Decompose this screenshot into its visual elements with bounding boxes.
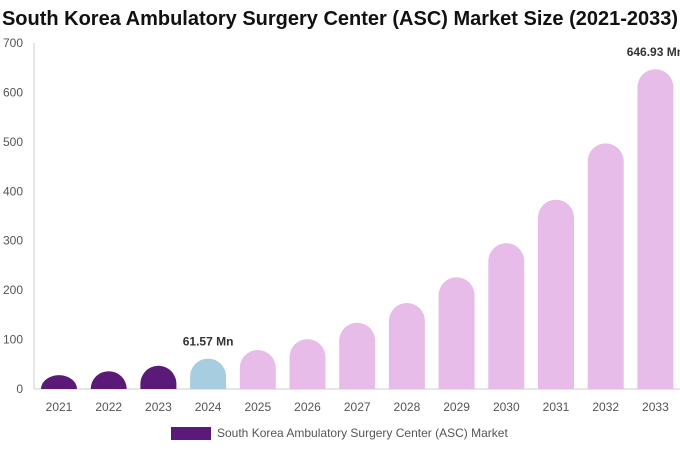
bar-2027 — [339, 322, 376, 389]
legend-label: South Korea Ambulatory Surgery Center (A… — [217, 426, 508, 440]
y-tick-label: 100 — [3, 333, 23, 347]
y-tick-label: 600 — [3, 85, 23, 99]
y-tick-label: 400 — [3, 184, 23, 198]
x-tick-label: 2028 — [394, 400, 421, 414]
bar-2023 — [140, 365, 177, 389]
y-tick-label: 500 — [3, 135, 23, 149]
bar-2031 — [538, 199, 574, 389]
x-tick-label: 2021 — [46, 400, 73, 414]
chart-title: South Korea Ambulatory Surgery Center (A… — [1, 8, 679, 30]
bar-2022 — [90, 371, 127, 389]
bar-2024 — [190, 358, 227, 389]
bar-2029 — [438, 277, 475, 389]
x-tick-label: 2026 — [294, 400, 321, 414]
data-label: 61.57 Mn — [183, 335, 234, 349]
bar-2028 — [388, 302, 425, 389]
x-tick-label: 2030 — [493, 400, 520, 414]
bar-2030 — [488, 243, 525, 389]
x-tick-label: 2029 — [443, 400, 470, 414]
bar-2033 — [637, 69, 674, 389]
bar-2032 — [587, 143, 624, 389]
legend-swatch — [171, 426, 211, 440]
x-tick-label: 2033 — [642, 400, 669, 414]
x-tick-label: 2031 — [543, 400, 570, 414]
legend: South Korea Ambulatory Surgery Center (A… — [171, 425, 508, 441]
y-tick-label: 0 — [16, 382, 23, 396]
data-label: 646.93 Mn — [627, 45, 680, 59]
y-tick-label: 700 — [3, 36, 23, 50]
x-tick-label: 2022 — [95, 400, 122, 414]
y-tick-label: 200 — [3, 283, 23, 297]
x-tick-label: 2025 — [244, 400, 271, 414]
y-tick-label: 300 — [3, 234, 23, 248]
x-tick-label: 2023 — [145, 400, 172, 414]
x-tick-label: 2024 — [195, 400, 222, 414]
bar-2025 — [239, 349, 276, 389]
bar-2021 — [41, 375, 77, 389]
x-tick-label: 2027 — [344, 400, 371, 414]
bar-2026 — [289, 339, 326, 389]
x-tick-label: 2032 — [592, 400, 619, 414]
